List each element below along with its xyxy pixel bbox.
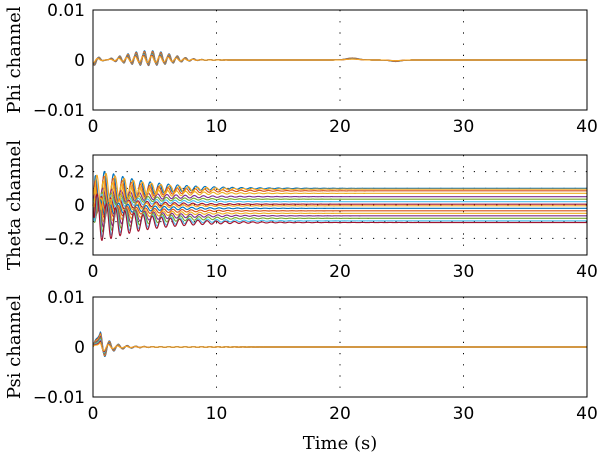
theta-y-axis-label: Theta channel [4,140,25,270]
theta-x-tick-20: 20 [329,262,351,282]
psi-y-axis-label: Psi channel [4,295,25,400]
psi-panel: 0.010−0.01 0 10 20 30 40 Psi channel [4,288,598,424]
psi-series [92,331,588,358]
theta-series-line-6 [92,195,588,214]
theta-series-line-5 [92,193,588,212]
theta-y-tick-2: −0.2 [44,229,85,249]
psi-series-line-1 [92,332,588,357]
phi-x-tick-40: 40 [576,117,598,137]
phi-plot-frame [92,9,588,111]
theta-series-line-7 [92,197,588,215]
theta-series-line-0 [92,170,588,213]
theta-x-tick-10: 10 [206,262,228,282]
phi-series [92,50,588,67]
psi-x-tick-0: 0 [88,404,99,424]
theta-series-line-11 [92,199,588,228]
psi-x-tick-40: 40 [576,404,598,424]
theta-series-line-14 [92,193,588,241]
theta-series-line-3 [92,187,588,210]
phi-y-tick-labels: 0.01 0 −0.01 [33,1,85,121]
psi-series-line-0 [92,331,588,358]
phi-y-axis-label: Phi channel [4,6,25,113]
phi-panel: 0.010−0.01 0 10 20 30 40 Phi channel [4,1,598,137]
psi-y-tick-1: 0 [74,338,85,358]
theta-series-line-10 [92,200,588,223]
theta-x-tick-0: 0 [88,262,99,282]
theta-series-line-9 [92,201,588,219]
psi-series-line-5 [92,338,588,354]
psi-x-tick-10: 10 [206,404,228,424]
phi-y-tick-2: −0.01 [33,101,85,121]
theta-series-line-8 [92,199,588,216]
theta-x-tick-30: 30 [453,262,475,282]
theta-y-tick-labels: 0.2 0 −0.2 [44,163,85,250]
theta-series-line-12 [92,197,588,233]
phi-y-tick-1: 0 [74,51,85,71]
psi-x-tick-labels: 0 10 20 30 40 [88,404,598,424]
theta-plot-frame [92,154,588,256]
theta-x-tick-40: 40 [576,262,598,282]
theta-series-line-4 [92,191,588,210]
psi-x-tick-20: 20 [329,404,351,424]
psi-y-tick-0: 0.01 [47,288,85,308]
theta-x-tick-labels: 0 10 20 30 40 [88,262,598,282]
psi-series-line-7 [92,341,588,352]
psi-y-tick-2: −0.01 [33,388,85,408]
theta-series-line-1 [92,175,588,212]
theta-series-line-13 [92,195,588,238]
psi-plot-frame [92,296,588,398]
phi-x-tick-30: 30 [453,117,475,137]
psi-series-line-2 [92,334,588,356]
phi-x-tick-0: 0 [88,117,99,137]
phi-series-line-7 [92,55,588,64]
psi-series-line-4 [92,337,588,354]
phi-x-tick-labels: 0 10 20 30 40 [88,117,598,137]
phi-x-tick-20: 20 [329,117,351,137]
phi-y-tick-0: 0.01 [47,1,85,21]
theta-panel: 0.20−0.2 0 10 20 30 40 Theta channel [4,140,598,282]
phi-x-tick-10: 10 [206,117,228,137]
x-axis-label: Time (s) [303,433,378,454]
theta-series [92,170,588,241]
theta-y-tick-0: 0.2 [58,163,85,183]
psi-series-line-3 [92,335,588,355]
psi-y-tick-labels: 0.01 0 −0.01 [33,288,85,408]
theta-y-tick-1: 0 [74,196,85,216]
theta-series-line-15 [92,172,588,211]
psi-x-tick-30: 30 [453,404,475,424]
